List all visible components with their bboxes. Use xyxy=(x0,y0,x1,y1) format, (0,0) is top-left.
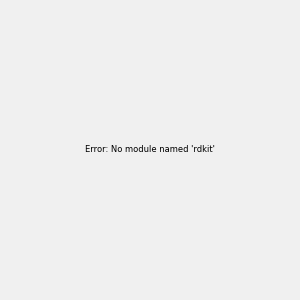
Text: Error: No module named 'rdkit': Error: No module named 'rdkit' xyxy=(85,146,215,154)
